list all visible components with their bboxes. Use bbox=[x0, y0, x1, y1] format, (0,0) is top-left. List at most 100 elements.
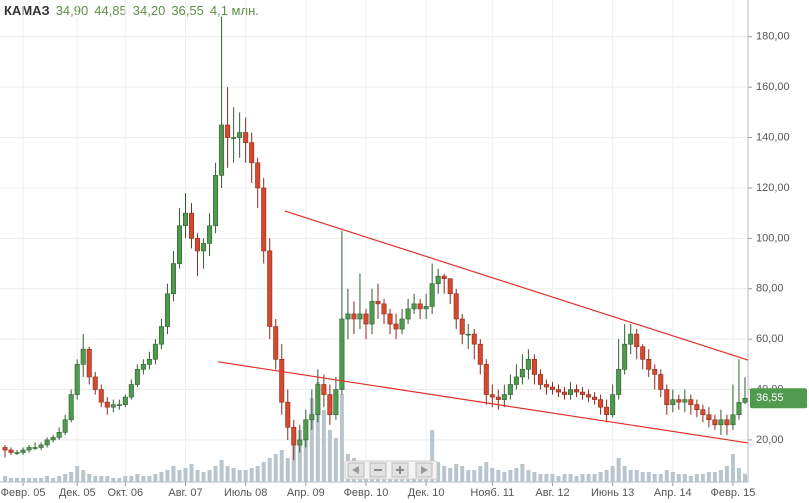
volume-bar bbox=[694, 474, 699, 482]
volume-bar bbox=[111, 478, 116, 482]
volume-bar bbox=[297, 430, 302, 482]
y-tick-label: 140,00 bbox=[756, 131, 790, 143]
volume-bar bbox=[580, 474, 585, 482]
candle-body bbox=[158, 326, 164, 345]
volume-bar bbox=[646, 472, 651, 482]
volume-bar bbox=[285, 458, 290, 482]
candle-body bbox=[471, 333, 477, 345]
candle-body bbox=[435, 275, 441, 285]
x-tick-label: Апр. 09 bbox=[287, 487, 325, 499]
candle-body bbox=[736, 402, 742, 416]
x-tick-label: Февр. 15 bbox=[711, 487, 756, 499]
candle-body bbox=[2, 447, 8, 451]
x-tick-label: Дек. 05 bbox=[59, 487, 96, 499]
candle-body bbox=[742, 397, 748, 403]
volume-bar bbox=[93, 476, 98, 482]
candle-body bbox=[513, 376, 519, 385]
volume-bar bbox=[634, 470, 639, 482]
volume-bar bbox=[33, 478, 38, 482]
volume-bar bbox=[15, 478, 20, 482]
candle-body bbox=[351, 313, 357, 320]
volume-bar bbox=[664, 470, 669, 482]
candle-body bbox=[146, 358, 152, 365]
candle-body bbox=[483, 364, 489, 395]
volume-bar bbox=[135, 474, 140, 482]
candle-body bbox=[562, 391, 568, 395]
y-tick-label: 60,00 bbox=[756, 333, 784, 345]
candle-body bbox=[628, 333, 634, 345]
volume-bar bbox=[478, 466, 483, 482]
header: КАМАЗ 34,90 44,85 34,20 36,55 4,1 млн. bbox=[4, 3, 259, 18]
candle-body bbox=[26, 447, 32, 451]
x-tick-label: Февр. 10 bbox=[344, 487, 389, 499]
candle-body bbox=[285, 401, 291, 428]
candle-body bbox=[549, 386, 555, 390]
candle-body bbox=[255, 162, 261, 189]
candle-body bbox=[441, 275, 447, 279]
candle-body bbox=[345, 313, 351, 320]
volume-bar bbox=[75, 466, 80, 482]
y-tick-label: 160,00 bbox=[756, 81, 790, 93]
candle-body bbox=[98, 389, 104, 403]
volume-bar bbox=[315, 382, 320, 482]
trend-line bbox=[284, 210, 749, 361]
volume-bar bbox=[490, 468, 495, 482]
volume-bar bbox=[279, 450, 284, 482]
volume-bar bbox=[616, 458, 621, 482]
candle-body bbox=[682, 399, 688, 403]
volume-bar bbox=[129, 476, 134, 482]
volume-bar bbox=[676, 474, 681, 482]
volume-bar bbox=[195, 470, 200, 482]
candle-body bbox=[664, 389, 670, 405]
candle-body bbox=[688, 399, 694, 405]
candle-body bbox=[219, 124, 225, 176]
volume-bar bbox=[21, 478, 26, 482]
candle-body bbox=[580, 391, 586, 395]
volume-bar bbox=[39, 478, 44, 482]
candle-body bbox=[213, 175, 219, 227]
volume-bar bbox=[568, 474, 573, 482]
volume-bar bbox=[586, 474, 591, 482]
candle-body bbox=[531, 358, 537, 375]
volume-bar bbox=[81, 470, 86, 482]
scroll-controls[interactable] bbox=[344, 460, 438, 480]
volume-bar bbox=[670, 472, 675, 482]
candle-body bbox=[267, 250, 273, 327]
candle-body bbox=[525, 358, 531, 370]
volume-bar bbox=[502, 472, 507, 482]
volume-bar bbox=[159, 472, 164, 482]
volume-bar bbox=[309, 398, 314, 482]
candle-body bbox=[399, 318, 405, 330]
candle-body bbox=[74, 364, 80, 395]
volume-bar bbox=[538, 474, 543, 482]
volume-bar bbox=[117, 478, 122, 482]
candle-body bbox=[501, 394, 507, 400]
candle-body bbox=[333, 389, 339, 416]
candle-body bbox=[261, 187, 267, 252]
volume-bar bbox=[700, 474, 705, 482]
volume-bar bbox=[27, 478, 32, 482]
volume-bar bbox=[484, 462, 489, 482]
candle-body bbox=[20, 449, 26, 453]
arrow-right bbox=[421, 466, 428, 474]
candle-body bbox=[14, 452, 20, 454]
candle-body bbox=[32, 447, 38, 449]
scroll-bar[interactable] bbox=[344, 460, 438, 480]
candle-body bbox=[700, 409, 706, 416]
candle-body bbox=[80, 348, 86, 365]
candle-body bbox=[164, 293, 170, 327]
high-label: 44,85 bbox=[94, 3, 127, 18]
volume-label: 4,1 млн. bbox=[209, 3, 259, 18]
volume-bar bbox=[267, 458, 272, 482]
x-tick-label: Июнь 13 bbox=[591, 487, 634, 499]
candle-body bbox=[381, 303, 387, 315]
candle-body bbox=[712, 419, 718, 426]
candle-body bbox=[152, 343, 158, 360]
candle-body bbox=[38, 444, 44, 448]
volume-bar bbox=[273, 454, 278, 482]
y-tick-label: 100,00 bbox=[756, 232, 790, 244]
volume-bar bbox=[303, 422, 308, 482]
low-label: 34,20 bbox=[132, 3, 166, 18]
